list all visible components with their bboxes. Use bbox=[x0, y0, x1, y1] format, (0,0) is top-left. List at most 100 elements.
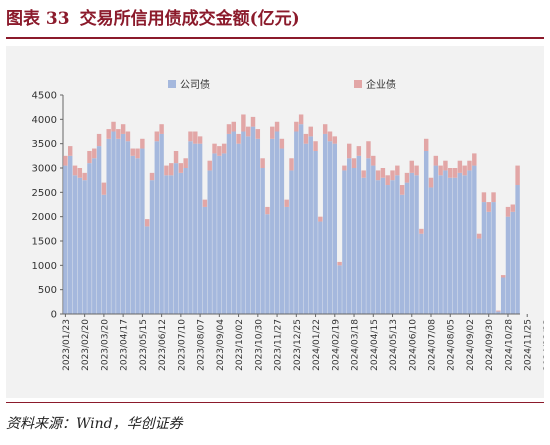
company-bond-bar bbox=[169, 175, 174, 314]
company-bond-bar bbox=[399, 194, 405, 314]
x-tick-label: 2024/10/28 bbox=[504, 319, 514, 371]
enterprise-bond-bar bbox=[68, 146, 73, 156]
enterprise-bond-bar bbox=[135, 148, 140, 159]
enterprise-bond-bar bbox=[217, 146, 222, 156]
enterprise-bond-bar bbox=[327, 131, 333, 142]
company-bond-bar bbox=[347, 158, 352, 314]
enterprise-bond-bar bbox=[443, 160, 448, 171]
company-bond-bar bbox=[467, 170, 472, 314]
enterprise-bond-bar bbox=[92, 148, 97, 159]
figure-label: 图表 33 bbox=[6, 9, 70, 29]
enterprise-bond-bar bbox=[308, 126, 313, 137]
enterprise-bond-bar bbox=[260, 158, 265, 168]
enterprise-bond-bar bbox=[130, 148, 135, 156]
company-bond-bar bbox=[380, 177, 386, 314]
y-tick-label: 0 bbox=[51, 310, 57, 321]
company-bond-bar bbox=[226, 133, 232, 314]
x-tick-label: 2023/12/25 bbox=[293, 319, 303, 371]
enterprise-bond-bar bbox=[116, 129, 121, 139]
company-bond-bar bbox=[159, 133, 164, 314]
legend-label-company-bond: 公司债 bbox=[180, 78, 210, 91]
company-bond-bar bbox=[313, 150, 318, 314]
company-bond-bar bbox=[279, 148, 285, 314]
y-tick-label: 500 bbox=[38, 285, 57, 296]
company-bond-bar bbox=[515, 185, 520, 314]
company-bond-bar bbox=[491, 202, 496, 314]
enterprise-bond-bar bbox=[87, 150, 92, 164]
enterprise-bond-bar bbox=[332, 136, 338, 144]
enterprise-bond-bar bbox=[284, 199, 289, 207]
x-axis: 2023/01/23 2023/02/20 2023/03/20 2023/04/17… bbox=[62, 313, 550, 371]
y-tick-label: 2500 bbox=[32, 188, 57, 199]
company-bond-bar bbox=[438, 175, 443, 314]
company-bond-bar bbox=[433, 165, 439, 314]
company-bond-bar bbox=[125, 141, 131, 314]
y-axis: 0 500 1000 1500 2000 2500 3000 3500 4000 4500 bbox=[32, 91, 64, 321]
y-tick-label: 3500 bbox=[32, 139, 57, 150]
enterprise-bond-bar bbox=[63, 155, 68, 166]
company-bond-bar bbox=[303, 143, 309, 314]
enterprise-bond-bar bbox=[159, 124, 164, 134]
enterprise-bond-bar bbox=[178, 163, 184, 173]
company-bond-bar bbox=[289, 170, 294, 314]
x-tick-label: 2024/12/23 bbox=[543, 319, 544, 371]
y-tick-label: 1500 bbox=[32, 237, 57, 248]
company-bond-bar bbox=[130, 155, 135, 314]
enterprise-bond-bar bbox=[154, 131, 160, 142]
enterprise-bond-bar bbox=[82, 172, 87, 181]
enterprise-bond-bar bbox=[414, 165, 419, 176]
enterprise-bond-bar bbox=[481, 192, 487, 203]
company-bond-bar bbox=[245, 136, 251, 314]
enterprise-bond-bar bbox=[125, 131, 131, 142]
x-tick-label: 2024/06/10 bbox=[408, 319, 418, 371]
company-bond-bar bbox=[274, 131, 280, 314]
y-tick-label: 4500 bbox=[32, 91, 57, 102]
company-bond-bar bbox=[448, 177, 453, 314]
company-bond-bar bbox=[419, 233, 424, 314]
x-tick-label: 2023/04/17 bbox=[120, 319, 130, 371]
company-bond-bar bbox=[183, 168, 188, 314]
enterprise-bond-bar bbox=[183, 158, 188, 168]
enterprise-bond-bar bbox=[351, 158, 357, 168]
enterprise-bond-bar bbox=[250, 116, 256, 127]
enterprise-bond-bar bbox=[111, 121, 116, 132]
company-bond-bar bbox=[231, 131, 236, 314]
enterprise-bond-bar bbox=[419, 228, 424, 234]
x-tick-label: 2024/11/25 bbox=[524, 319, 534, 371]
enterprise-bond-bar bbox=[120, 124, 126, 134]
x-tick-label: 2023/03/20 bbox=[100, 319, 110, 371]
enterprise-bond-bar bbox=[77, 168, 83, 178]
legend-swatch-enterprise-bond bbox=[354, 80, 362, 88]
enterprise-bond-bar bbox=[279, 138, 285, 149]
x-tick-label: 2024/05/13 bbox=[389, 319, 399, 371]
company-bond-bar bbox=[472, 165, 477, 314]
company-bond-bar bbox=[457, 172, 463, 314]
company-bond-bar bbox=[414, 175, 419, 314]
company-bond-bar bbox=[356, 155, 362, 314]
company-bond-bar bbox=[284, 206, 289, 314]
enterprise-bond-bar bbox=[505, 206, 511, 217]
enterprise-bond-bar bbox=[462, 165, 467, 176]
company-bond-bar bbox=[342, 170, 347, 314]
company-bond-bar bbox=[390, 180, 395, 314]
bar-series bbox=[63, 114, 520, 314]
company-bond-bar bbox=[337, 265, 342, 314]
x-tick-label: 2024/07/08 bbox=[428, 319, 438, 371]
company-bond-bar bbox=[87, 163, 92, 314]
x-tick-label: 2023/05/15 bbox=[139, 319, 149, 371]
enterprise-bond-bar bbox=[169, 163, 174, 176]
enterprise-bond-bar bbox=[164, 165, 169, 176]
enterprise-bond-bar bbox=[510, 204, 515, 212]
company-bond-bar bbox=[298, 124, 304, 314]
enterprise-bond-bar bbox=[433, 155, 439, 166]
enterprise-bond-bar bbox=[452, 168, 458, 178]
company-bond-bar bbox=[111, 131, 116, 314]
company-bond-bar bbox=[452, 177, 458, 314]
y-tick-label: 4000 bbox=[32, 115, 57, 126]
y-tick-label: 3000 bbox=[32, 164, 57, 175]
enterprise-bond-bar bbox=[347, 143, 352, 159]
enterprise-bond-bar bbox=[101, 182, 107, 195]
company-bond-bar bbox=[443, 170, 448, 314]
company-bond-bar bbox=[197, 143, 203, 314]
y-tick-label: 1000 bbox=[32, 261, 57, 272]
